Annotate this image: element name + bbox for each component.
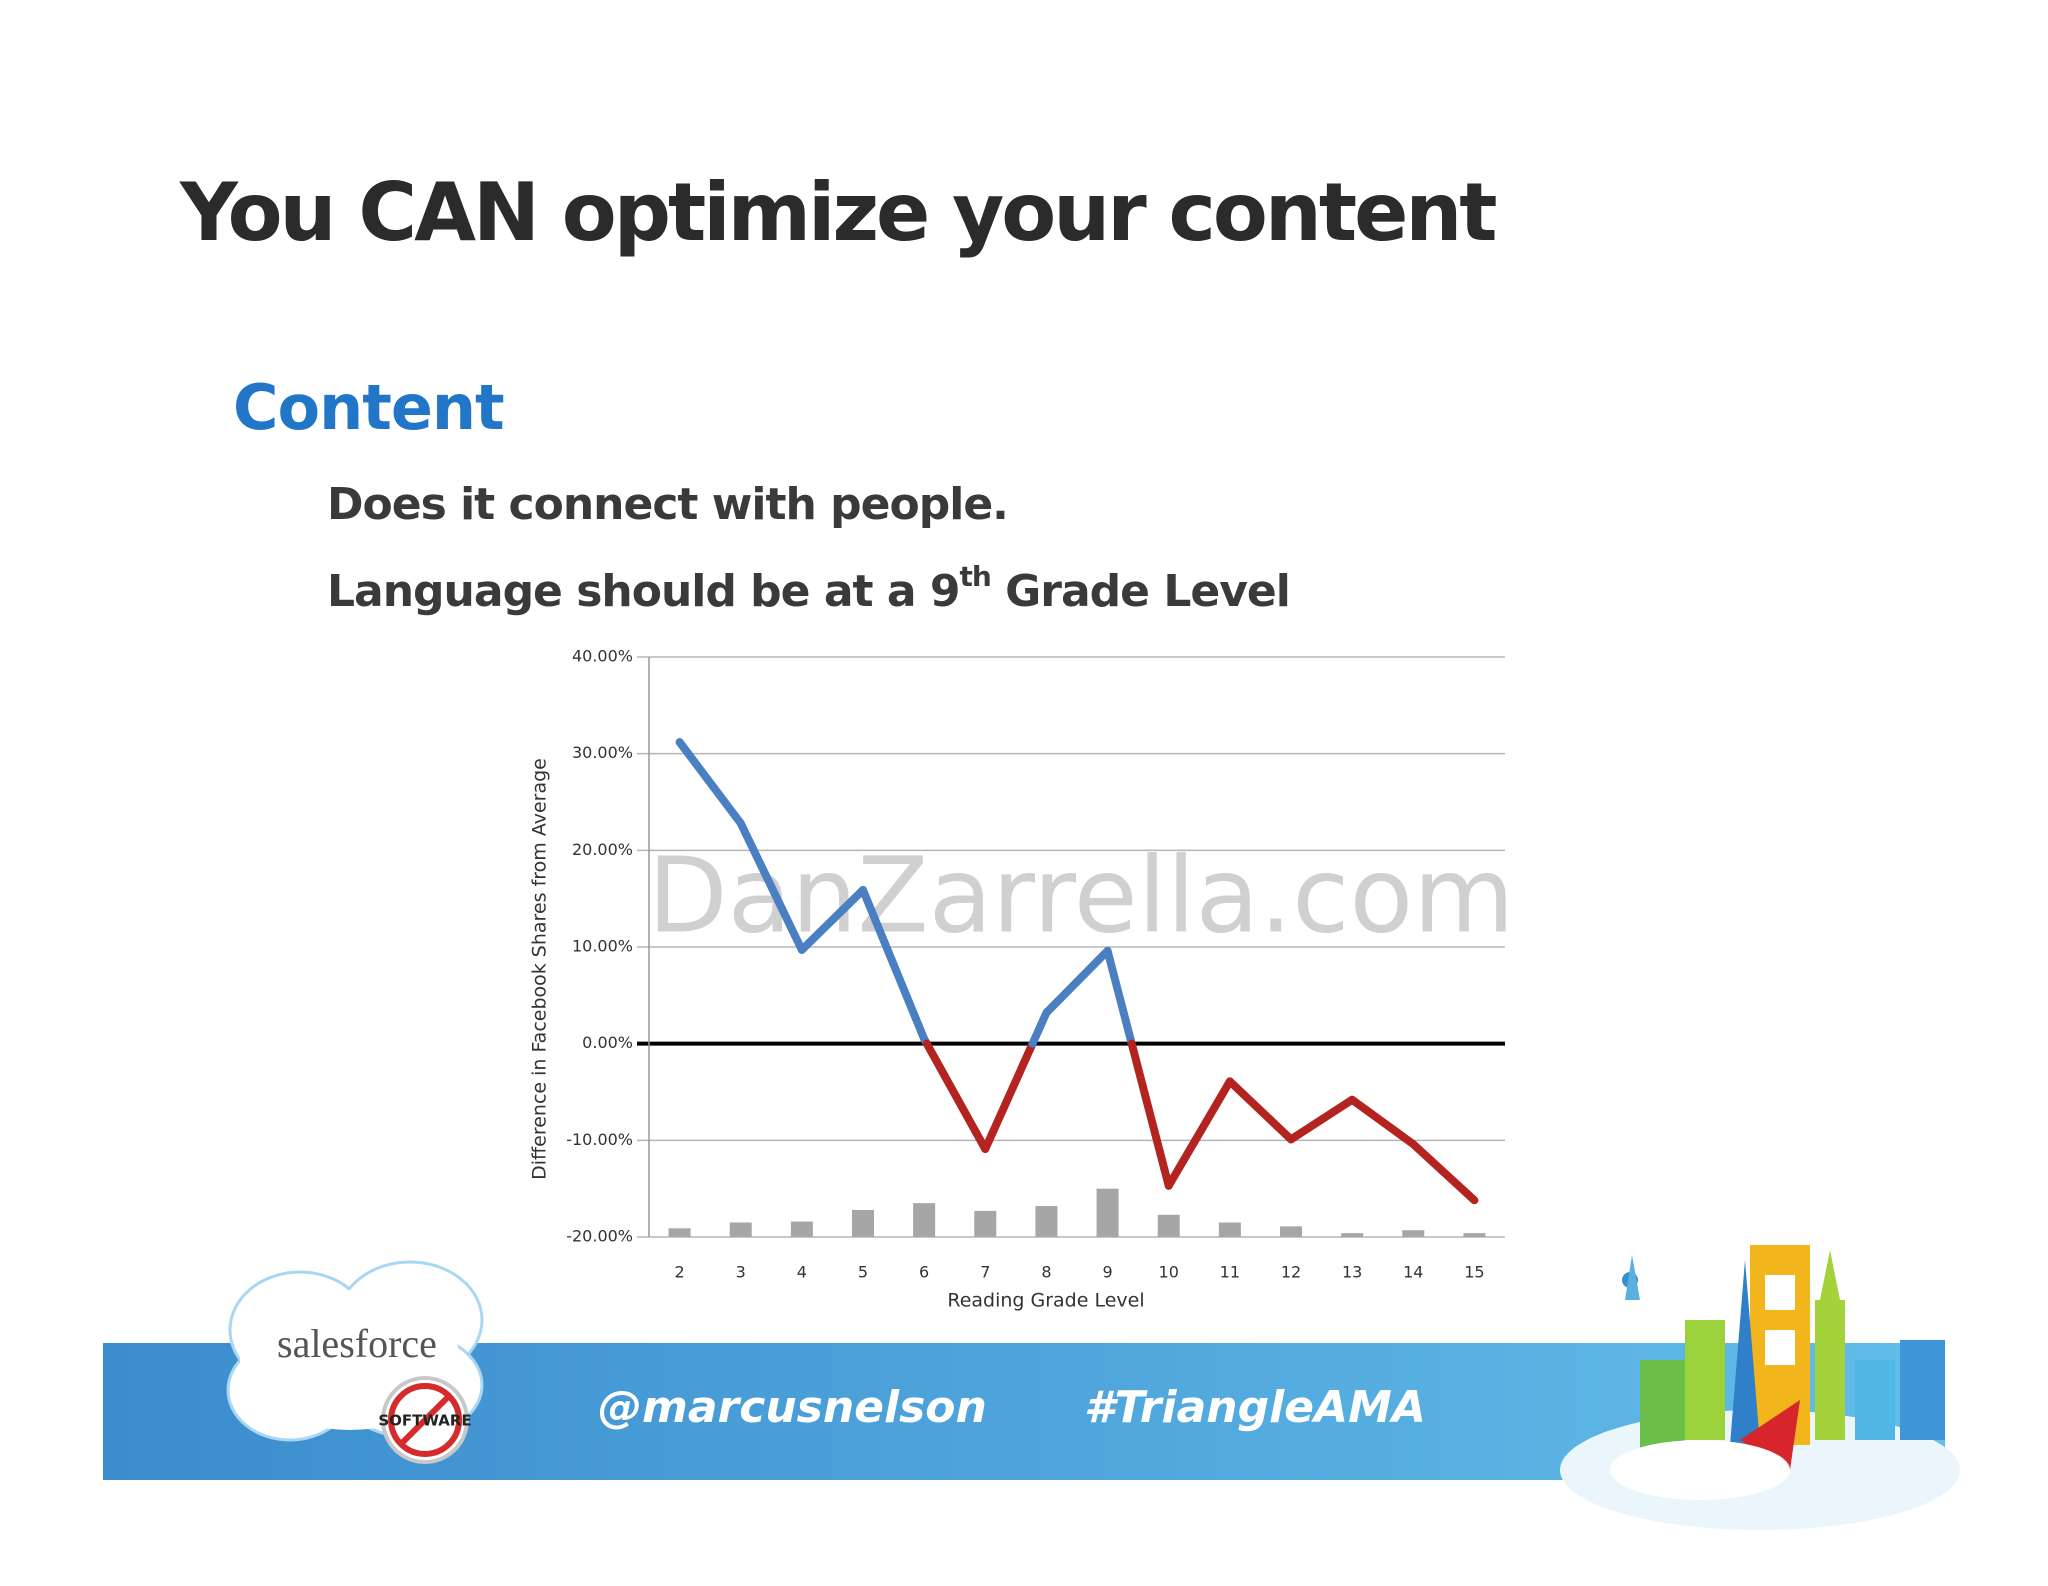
bar (1218, 1222, 1241, 1237)
x-tick-label: 13 (1342, 1263, 1362, 1282)
chart: DanZarrella.com40.00%30.00%20.00%10.00%0… (529, 647, 1515, 1312)
line-segment (1225, 1077, 1295, 1144)
bullet: Language should be at a 9th Grade Level (327, 560, 1290, 617)
bar (1341, 1233, 1364, 1237)
logo-cloud (226, 1260, 484, 1464)
bar (729, 1222, 752, 1237)
y-tick-label: 10.00% (572, 937, 633, 956)
bar (1463, 1233, 1486, 1237)
x-tick-label: 15 (1464, 1263, 1484, 1282)
line-segment (675, 738, 745, 828)
x-axis-label: Reading Grade Level (947, 1290, 1144, 1312)
bar (1280, 1226, 1302, 1237)
x-tick-label: 10 (1159, 1263, 1179, 1282)
bar (1157, 1214, 1180, 1237)
y-tick-label: 0.00% (582, 1033, 633, 1052)
footer-handle: @marcusnelson (598, 1382, 987, 1433)
y-tick-label: -20.00% (566, 1227, 633, 1246)
bullet-text: Grade Level (991, 566, 1290, 617)
line-segment (1164, 1077, 1234, 1190)
line-segment (1127, 1039, 1173, 1190)
x-tick-label: 5 (858, 1263, 868, 1282)
bar (1096, 1188, 1119, 1237)
line-segment (859, 885, 929, 1043)
line-segment (736, 819, 806, 954)
x-tick-label: 8 (1041, 1263, 1051, 1282)
bullet: Does it connect with people. (327, 479, 1008, 530)
y-axis-label: Difference in Facebook Shares from Avera… (529, 758, 551, 1180)
x-tick-label: 12 (1281, 1263, 1301, 1282)
bar (668, 1228, 691, 1237)
x-tick-label: 3 (736, 1263, 746, 1282)
y-tick-label: -10.00% (566, 1130, 633, 1149)
x-tick-label: 11 (1220, 1263, 1240, 1282)
bar (974, 1210, 997, 1237)
x-tick-label: 9 (1102, 1263, 1112, 1282)
x-tick-label: 7 (980, 1263, 990, 1282)
bar (790, 1221, 813, 1237)
bullet-superscript: th (960, 560, 991, 593)
y-tick-label: 40.00% (572, 647, 633, 666)
line-segment (981, 1039, 1037, 1154)
bullet-text: Language should be at a 9 (327, 566, 960, 617)
logo-text: salesforce (277, 1321, 437, 1366)
bar (1402, 1230, 1425, 1237)
section-heading: Content (233, 371, 504, 444)
x-tick-label: 4 (797, 1263, 807, 1282)
footer-hashtag: #TriangleAMA (1084, 1382, 1426, 1433)
line-segment (1103, 946, 1136, 1048)
line-segment (1028, 1008, 1051, 1048)
bar (852, 1209, 874, 1237)
bar (1035, 1206, 1058, 1237)
line-segment (797, 885, 867, 954)
y-tick-label: 30.00% (572, 743, 633, 762)
line-segment (1409, 1140, 1479, 1205)
logo-badge: SOFTWARE (378, 1412, 471, 1430)
line-segment (1042, 946, 1112, 1017)
slide-title: You CAN optimize your content (179, 166, 1496, 259)
line-segment (1287, 1095, 1357, 1144)
y-tick-label: 20.00% (572, 840, 633, 859)
x-tick-label: 14 (1403, 1263, 1423, 1282)
x-tick-label: 2 (674, 1263, 684, 1282)
line-segment (1348, 1095, 1418, 1149)
city-illustration (1560, 1245, 1960, 1530)
line-segment (922, 1039, 990, 1154)
x-tick-label: 6 (919, 1263, 929, 1282)
bar (913, 1203, 936, 1237)
